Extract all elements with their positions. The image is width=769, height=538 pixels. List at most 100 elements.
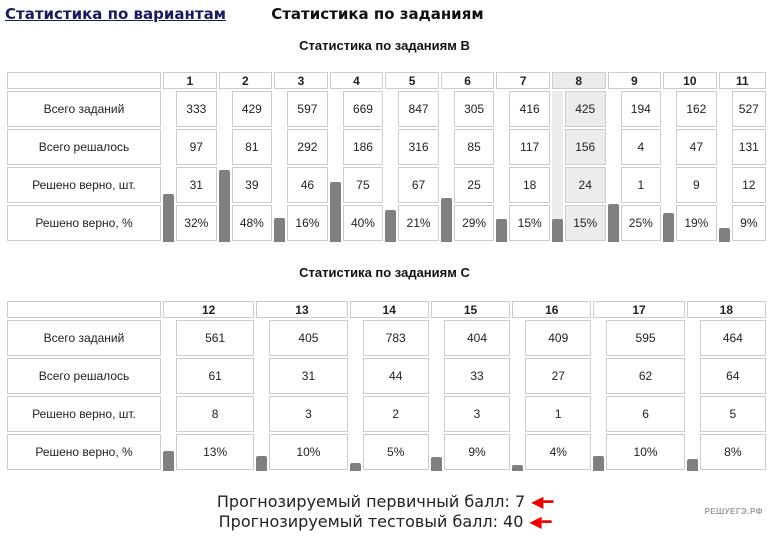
task-number-header: 10 [663, 72, 717, 89]
value-cell: 40% [342, 205, 384, 241]
value-cell: 8% [699, 434, 766, 470]
forecast-primary: Прогнозируемый первичный балл: 7 ◀━ [0, 492, 769, 511]
task-number-header: 2 [218, 72, 273, 89]
value-cell: 416 [509, 91, 550, 127]
table-row: Решено верно, шт. 8 3 2 3 1 6 5 [7, 396, 766, 432]
value-cell: 847 [398, 91, 439, 127]
value-cell: 32% [176, 205, 217, 241]
value-cell: 25% [620, 205, 662, 241]
task-number-header: 1 [163, 72, 217, 89]
value-cell: 16% [287, 205, 328, 241]
forecast-test-text: Прогнозируемый тестовый балл: 40 [218, 512, 524, 531]
task-number-header: 17 [593, 301, 685, 318]
value-cell: 783 [362, 320, 429, 356]
value-cell: 669 [342, 91, 384, 127]
bar-cell [663, 91, 675, 242]
value-cell: 25 [453, 167, 495, 203]
value-cell: 292 [287, 129, 328, 165]
value-cell: 597 [287, 91, 328, 127]
value-cell: 24 [564, 167, 606, 203]
row-label: Всего решалось [7, 129, 161, 165]
tab-variants-stats[interactable]: Статистика по вариантам [5, 5, 226, 23]
value-cell: 595 [606, 320, 685, 356]
bar-cell [718, 91, 730, 242]
value-cell: 117 [509, 129, 550, 165]
table-row: Всего решалось 61 31 44 33 27 62 64 [7, 358, 766, 394]
value-cell: 186 [342, 129, 384, 165]
section-c-table: 12 13 14 15 16 17 18 Всего заданий 561 405 783 404 4… [5, 299, 768, 472]
arrow-left-icon: ◀━ [529, 512, 552, 531]
percent-bar [329, 182, 341, 242]
percent-bar [163, 194, 174, 242]
value-cell: 1 [620, 167, 662, 203]
task-number-header: 16 [512, 301, 592, 318]
percent-bar [274, 218, 286, 242]
task-number-header: 11 [718, 72, 766, 89]
value-cell: 333 [176, 91, 217, 127]
percent-bar [440, 198, 452, 242]
value-cell: 464 [699, 320, 766, 356]
percent-bar [385, 210, 397, 242]
value-cell: 8 [176, 396, 255, 432]
value-cell: 527 [731, 91, 766, 127]
value-cell: 67 [398, 167, 439, 203]
value-cell: 3 [269, 396, 348, 432]
value-cell: 48% [231, 205, 273, 241]
forecast-test: Прогнозируемый тестовый балл: 40 ◀━ [0, 512, 769, 531]
value-cell: 10% [269, 434, 348, 470]
row-label: Решено верно, шт. [7, 396, 161, 432]
value-cell: 194 [620, 91, 662, 127]
value-cell: 62 [606, 358, 685, 394]
value-cell: 97 [176, 129, 217, 165]
table-row: Решено верно, % 32% 48% 16% 40% 21% 29% 15% 15% 2… [7, 205, 766, 241]
value-cell: 85 [453, 129, 495, 165]
value-cell: 15% [509, 205, 550, 241]
value-cell: 5 [699, 396, 766, 432]
section-b-title: Статистика по заданиям B [299, 38, 470, 53]
percent-bar [718, 228, 730, 242]
percent-bar [163, 451, 174, 471]
row-label: Всего заданий [7, 91, 161, 127]
value-cell: 31 [176, 167, 217, 203]
percent-bar [349, 463, 361, 471]
value-cell: 44 [362, 358, 429, 394]
value-cell: 156 [564, 129, 606, 165]
forecast-primary-text: Прогнозируемый первичный балл: 7 [216, 492, 526, 511]
value-cell: 31 [269, 358, 348, 394]
percent-bar [256, 456, 268, 471]
tab-bar: Статистика по вариантам Статистика по за… [5, 5, 484, 23]
value-cell: 162 [676, 91, 717, 127]
row-label: Решено верно, % [7, 434, 161, 470]
percent-bar [663, 213, 675, 242]
percent-bar [607, 204, 619, 242]
task-number-header: 15 [430, 301, 511, 318]
bar-cell [607, 91, 619, 242]
value-cell: 5% [362, 434, 429, 470]
bar-cell [593, 320, 605, 471]
value-cell: 39 [231, 167, 273, 203]
value-cell: 10% [606, 434, 685, 470]
value-cell: 75 [342, 167, 384, 203]
percent-bar [496, 219, 508, 242]
percent-bar [512, 465, 524, 471]
value-cell: 81 [231, 129, 273, 165]
header-corner [7, 72, 161, 89]
bar-cell [218, 91, 230, 242]
task-number-header: 6 [440, 72, 495, 89]
table-row: Всего заданий 561 405 783 404 409 595 464 [7, 320, 766, 471]
value-cell: 4 [620, 129, 662, 165]
bar-cell [512, 320, 524, 471]
section-b-table: 1 2 3 4 5 6 7 8 9 10 11 Всего заданий 333 429 597 669 84… [5, 70, 768, 243]
task-number-header: 3 [274, 72, 328, 89]
percent-bar [551, 219, 563, 242]
header-corner [7, 301, 161, 318]
value-cell: 429 [231, 91, 273, 127]
value-cell: 305 [453, 91, 495, 127]
value-cell: 409 [525, 320, 592, 356]
task-number-header: 5 [385, 72, 439, 89]
percent-bar [430, 457, 442, 471]
task-number-header: 9 [607, 72, 662, 89]
bar-cell [274, 91, 286, 242]
task-number-header: 14 [349, 301, 429, 318]
header-row: 1 2 3 4 5 6 7 8 9 10 11 [7, 72, 766, 89]
